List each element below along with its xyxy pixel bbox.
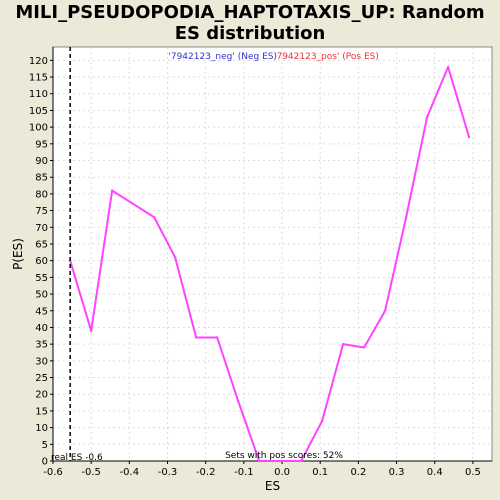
- x-tick-label: -0.4: [120, 467, 140, 478]
- data-point: [299, 459, 303, 463]
- x-tick-label: 0.5: [465, 467, 481, 478]
- x-tick-label: -0.2: [196, 467, 216, 478]
- data-point: [425, 115, 429, 119]
- y-tick-label: 45: [35, 306, 48, 317]
- data-point: [236, 399, 240, 403]
- data-point: [446, 65, 450, 69]
- x-tick-label: -0.6: [43, 467, 63, 478]
- y-tick-label: 80: [35, 189, 48, 200]
- y-tick-label: 70: [35, 223, 48, 234]
- y-tick-label: 60: [35, 256, 48, 267]
- y-tick-label: 20: [35, 390, 48, 401]
- x-tick-label: -0.5: [81, 467, 101, 478]
- x-axis-label: ES: [265, 479, 280, 493]
- y-tick-label: 115: [29, 73, 48, 84]
- y-tick-label: 95: [35, 139, 48, 150]
- y-axis-label: P(ES): [11, 238, 25, 270]
- data-point: [404, 216, 408, 219]
- pos-scores-annotation: Sets with pos scores: 52%: [225, 451, 343, 461]
- x-tick-label: 0.3: [389, 467, 405, 478]
- y-tick-label: 35: [35, 340, 48, 351]
- data-point: [152, 216, 156, 219]
- data-point: [341, 342, 345, 346]
- x-axis-ticks: -0.6 -0.5 -0.4 -0.3 -0.2 -0.1 0.0 0.1 0.2 0.3 0.4 0…: [43, 461, 481, 478]
- y-tick-label: 15: [35, 406, 48, 417]
- data-point: [467, 135, 471, 139]
- y-tick-label: 65: [35, 239, 48, 250]
- y-axis-ticks: 0 5 10 15 20 25 30 35 40 45 50 55 60 65 70 75 80 85 90 95 10…: [29, 56, 53, 468]
- x-tick-label: 0.4: [427, 467, 443, 478]
- legend-neg: '7942123_neg' (Neg ES): [168, 52, 277, 62]
- y-tick-label: 100: [29, 123, 48, 134]
- x-tick-label: -0.3: [158, 467, 178, 478]
- real-es-label: real ES -0.6: [51, 453, 103, 463]
- data-point: [362, 346, 366, 349]
- y-tick-label: 50: [35, 290, 48, 301]
- data-point: [173, 256, 177, 259]
- data-point: [278, 459, 282, 463]
- data-point: [257, 459, 261, 463]
- y-tick-label: 55: [35, 273, 48, 284]
- plot-area: [52, 46, 493, 462]
- y-tick-label: 85: [35, 173, 48, 184]
- y-tick-label: 75: [35, 206, 48, 217]
- data-point: [320, 419, 324, 423]
- x-tick-label: 0.2: [350, 467, 366, 478]
- legend-pos: '7942123_pos' (Pos ES): [274, 52, 379, 62]
- y-tick-label: 0: [42, 457, 48, 468]
- data-point: [194, 336, 198, 339]
- x-tick-label: -0.1: [234, 467, 254, 478]
- data-point: [110, 189, 114, 192]
- y-tick-label: 120: [29, 56, 48, 67]
- y-tick-label: 10: [35, 423, 48, 434]
- data-point: [89, 329, 93, 332]
- y-tick-label: 5: [42, 440, 48, 451]
- y-tick-label: 25: [35, 373, 48, 384]
- y-tick-label: 110: [29, 89, 48, 100]
- y-tick-label: 90: [35, 156, 48, 167]
- y-tick-label: 105: [29, 106, 48, 117]
- y-tick-label: 40: [35, 323, 48, 334]
- data-point: [383, 309, 387, 312]
- data-point: [215, 336, 219, 339]
- chart-title-line2: ES distribution: [174, 23, 326, 44]
- chart-title-line1: MILI_PSEUDOPODIA_HAPTOTAXIS_UP: Random: [15, 2, 485, 23]
- x-tick-label: 0.0: [274, 467, 290, 478]
- y-tick-label: 30: [35, 356, 48, 367]
- chart-title: MILI_PSEUDOPODIA_HAPTOTAXIS_UP: Random E…: [0, 2, 500, 44]
- x-tick-label: 0.1: [312, 467, 328, 478]
